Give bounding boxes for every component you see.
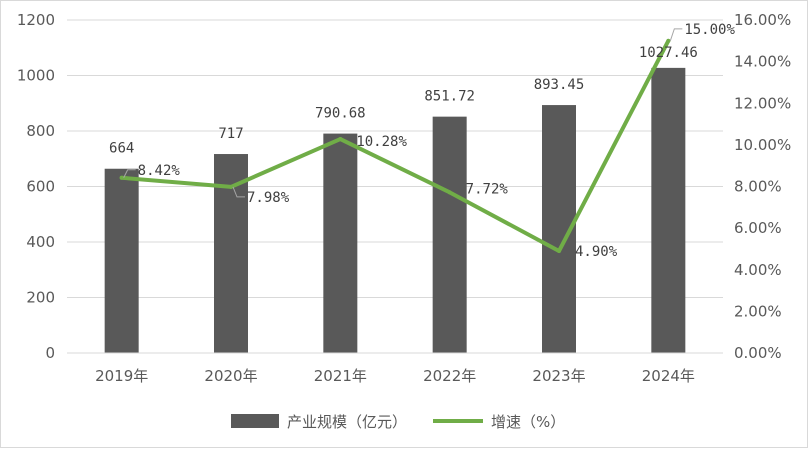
right-axis-tick-label: 10.00% bbox=[734, 136, 791, 154]
line-data-label: 8.42% bbox=[138, 163, 181, 179]
x-axis-tick-label: 2024年 bbox=[642, 367, 695, 385]
label-leader-line bbox=[232, 186, 245, 198]
legend: 产业规模（亿元） 增速（%） bbox=[231, 413, 565, 431]
right-axis-tick-label: 16.00% bbox=[734, 11, 791, 29]
right-axis: 0.00% 2.00% 4.00% 6.00% 8.00% 10.00% 12.00% 14.… bbox=[734, 11, 791, 362]
line-point bbox=[666, 38, 671, 43]
right-axis-tick-label: 2.00% bbox=[734, 302, 782, 320]
line-data-label: 7.98% bbox=[247, 190, 290, 206]
bar-data-label: 1027.46 bbox=[639, 45, 698, 61]
right-axis-tick-label: 4.00% bbox=[734, 261, 782, 279]
right-axis-tick-label: 14.00% bbox=[734, 53, 791, 71]
right-axis-tick-label: 0.00% bbox=[734, 344, 782, 362]
left-axis-tick-label: 0 bbox=[45, 344, 55, 362]
left-axis-tick-label: 800 bbox=[26, 122, 55, 140]
left-axis-tick-label: 200 bbox=[26, 289, 55, 307]
line-data-label: 10.28% bbox=[356, 134, 407, 150]
line-data-label: 15.00% bbox=[684, 22, 735, 38]
right-axis-tick-label: 12.00% bbox=[734, 94, 791, 112]
left-axis-tick-label: 1200 bbox=[17, 11, 55, 29]
left-axis-tick-label: 1000 bbox=[17, 67, 55, 85]
line-data-label: 7.72% bbox=[466, 181, 509, 197]
gridlines bbox=[67, 19, 723, 354]
line-point bbox=[119, 175, 124, 180]
x-axis-tick-label: 2022年 bbox=[423, 367, 476, 385]
bar-data-label: 717 bbox=[218, 126, 243, 142]
bar-data-label: 664 bbox=[109, 141, 134, 157]
left-axis-tick-label: 600 bbox=[26, 178, 55, 196]
bar-data-label: 851.72 bbox=[424, 89, 475, 105]
line-series bbox=[119, 38, 671, 254]
line-data-label: 4.90% bbox=[575, 244, 618, 260]
legend-label-line: 增速（%） bbox=[491, 413, 565, 431]
bar-data-labels: 664 717 790.68 851.72 893.45 1027.46 bbox=[109, 45, 698, 157]
x-axis: 2019年 2020年 2021年 2022年 2023年 2024年 bbox=[67, 352, 723, 385]
label-leader-line bbox=[123, 169, 136, 178]
label-leader-line bbox=[669, 28, 683, 41]
legend-swatch-bar bbox=[231, 414, 279, 428]
x-axis-tick-label: 2021年 bbox=[314, 367, 367, 385]
bar bbox=[323, 133, 358, 353]
line-point bbox=[447, 190, 452, 195]
x-axis-tick-label: 2020年 bbox=[204, 367, 257, 385]
line-point bbox=[338, 137, 343, 142]
legend-label-bar: 产业规模（亿元） bbox=[287, 413, 407, 431]
bar-data-label: 893.45 bbox=[534, 77, 585, 93]
line-point bbox=[557, 249, 561, 254]
growth-line bbox=[119, 38, 671, 254]
left-axis-tick-label: 400 bbox=[26, 233, 55, 251]
right-axis-tick-label: 6.00% bbox=[734, 219, 782, 237]
line-point bbox=[229, 184, 233, 189]
line-data-labels: 8.42% 7.98% 10.28% 7.72% 4.90% 15.00% bbox=[123, 22, 735, 260]
bar-data-label: 790.68 bbox=[315, 106, 366, 122]
bar bbox=[432, 116, 467, 353]
bar bbox=[651, 67, 686, 353]
x-axis-tick-label: 2023年 bbox=[532, 367, 585, 385]
bar-series bbox=[104, 67, 686, 353]
left-axis: 0 200 400 600 800 1000 1200 bbox=[17, 11, 55, 362]
x-axis-tick-label: 2019年 bbox=[95, 367, 148, 385]
right-axis-tick-label: 8.00% bbox=[734, 178, 782, 196]
bar bbox=[104, 168, 139, 353]
